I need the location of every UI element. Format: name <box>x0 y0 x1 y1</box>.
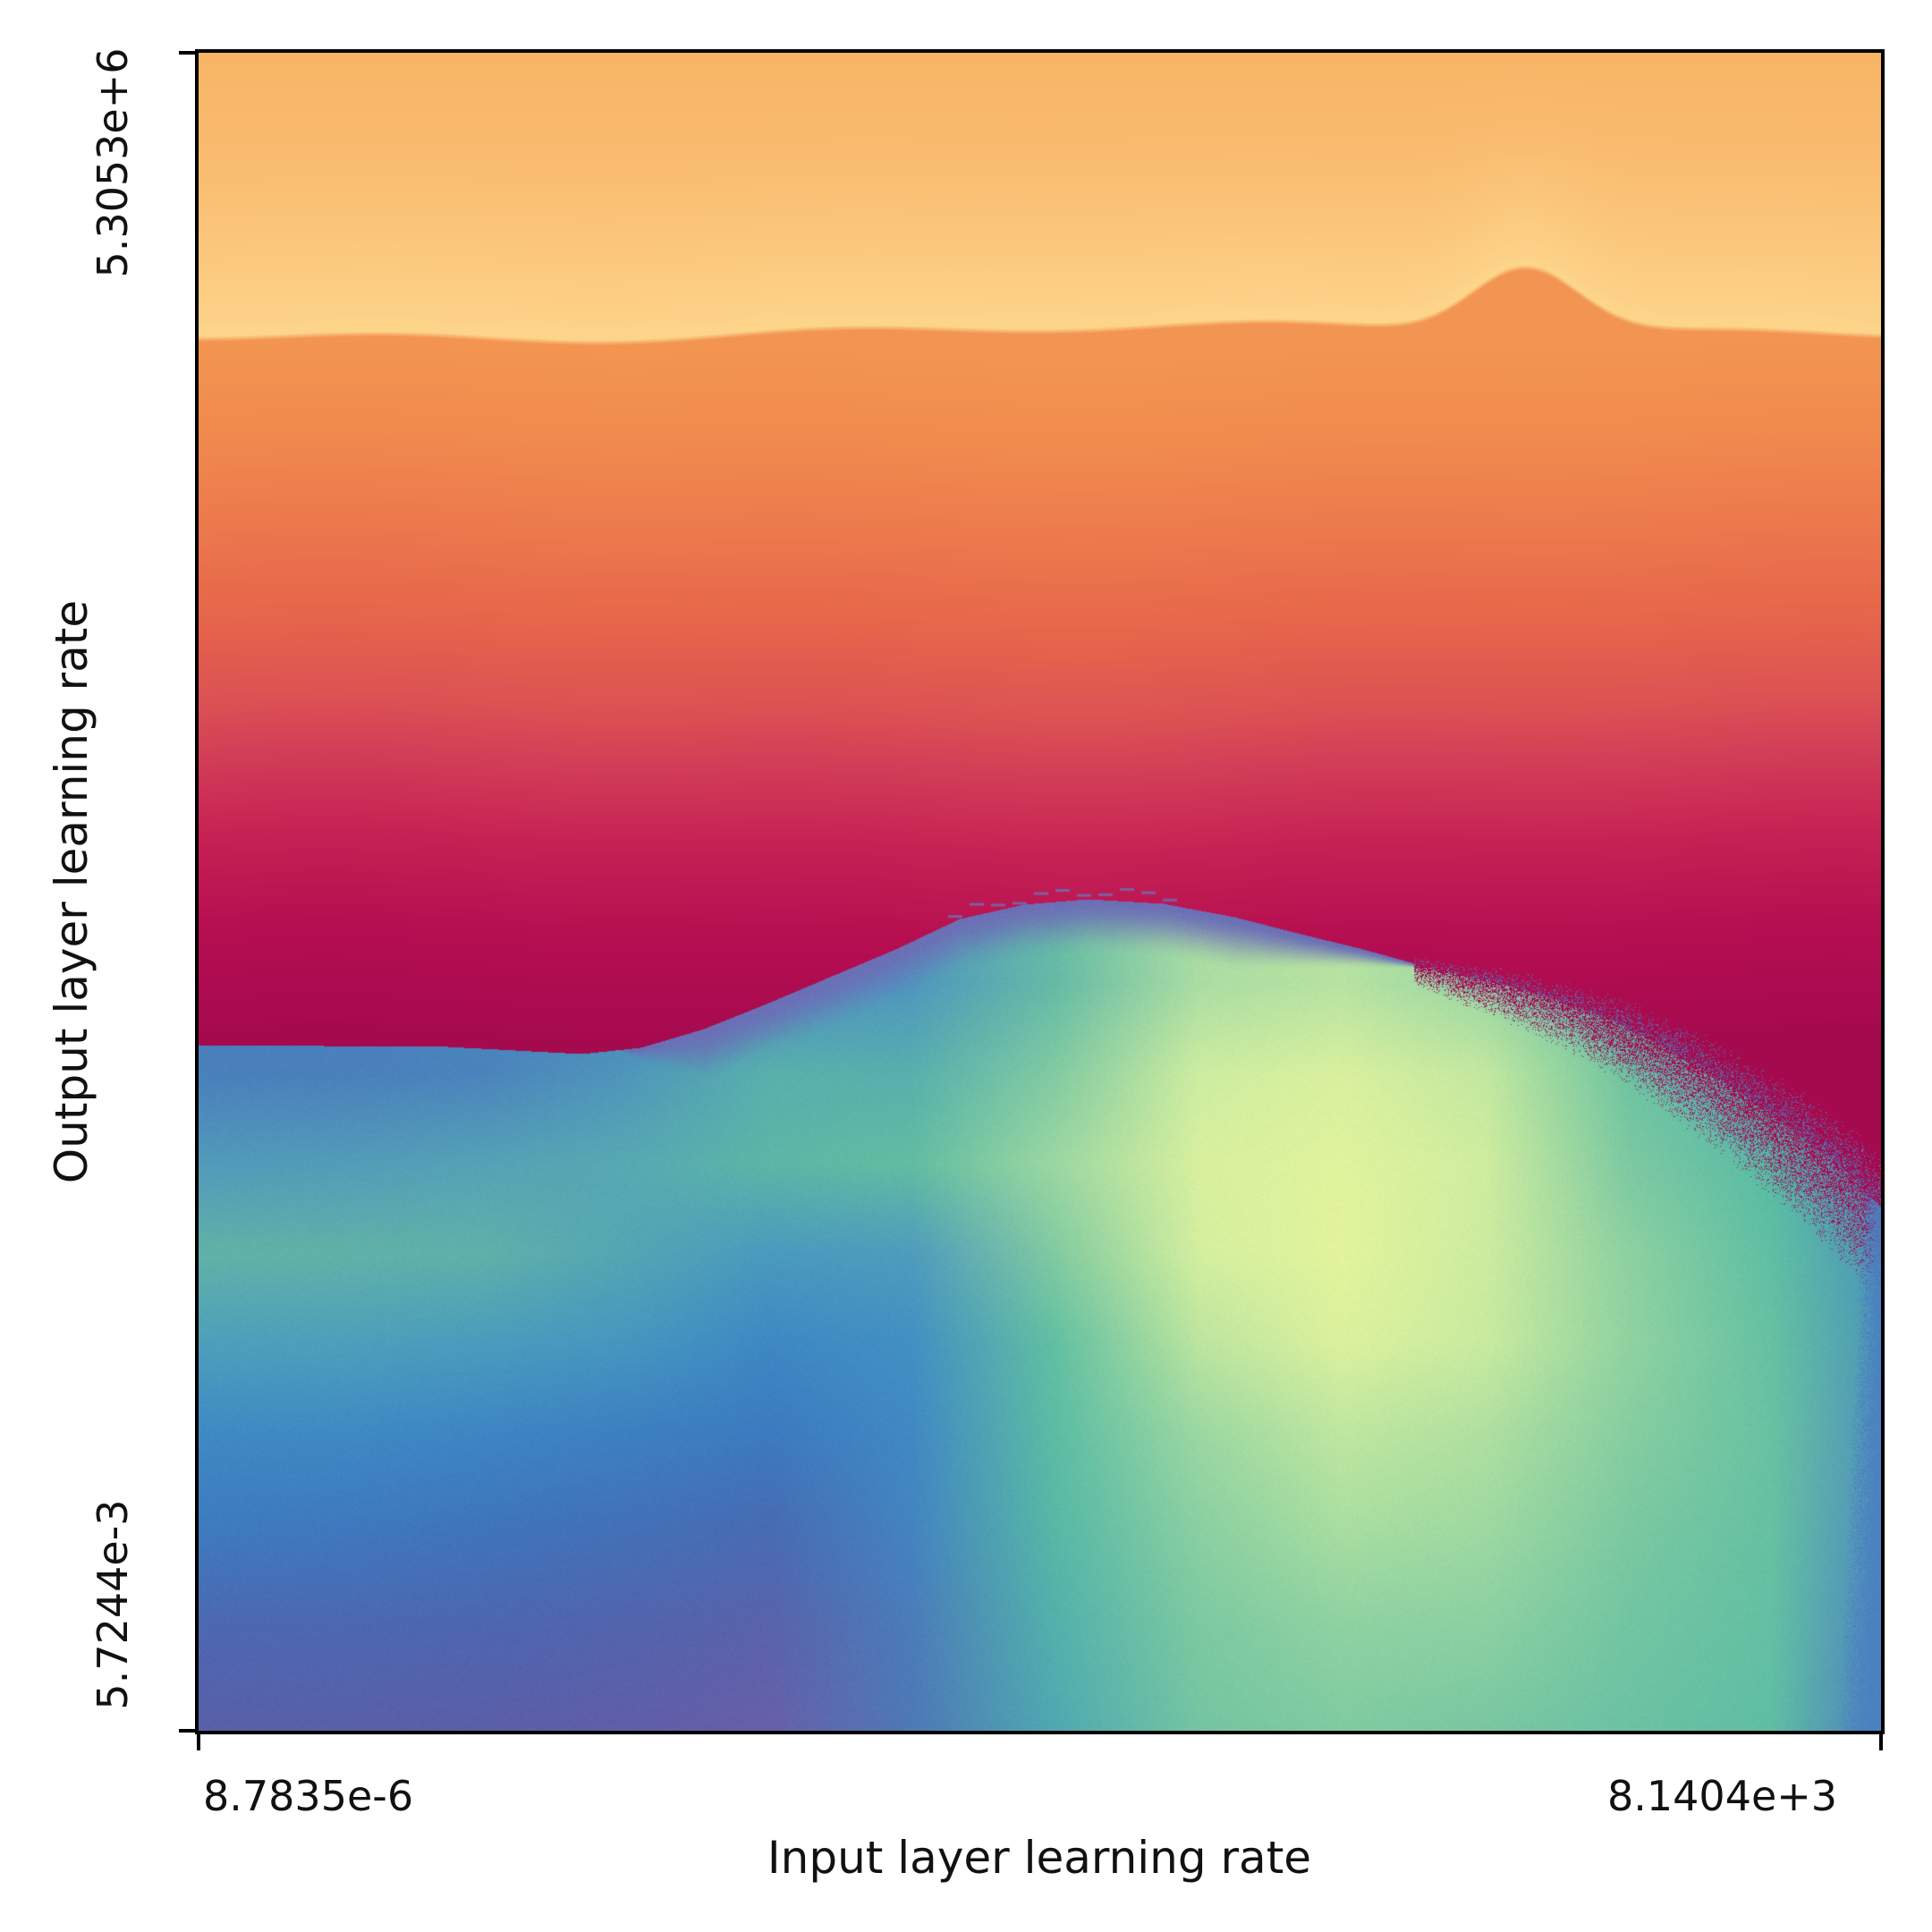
x-tick-label-left: 8.7835e-6 <box>203 1772 414 1820</box>
y-tick-mark-top <box>179 51 195 55</box>
x-tick-mark-left <box>197 1734 200 1750</box>
x-tick-label-right: 8.1404e+3 <box>1607 1772 1838 1820</box>
x-axis-label: Input layer learning rate <box>767 1832 1312 1884</box>
heatmap-field <box>199 53 1881 1731</box>
y-tick-mark-bottom <box>179 1729 195 1733</box>
y-tick-label-top: 5.3053e+6 <box>89 47 137 278</box>
x-tick-mark-right <box>1879 1734 1883 1750</box>
y-axis-label: Output layer learning rate <box>46 599 97 1184</box>
plot-area <box>195 49 1885 1734</box>
y-tick-label-bottom: 5.7244e-3 <box>89 1499 137 1710</box>
